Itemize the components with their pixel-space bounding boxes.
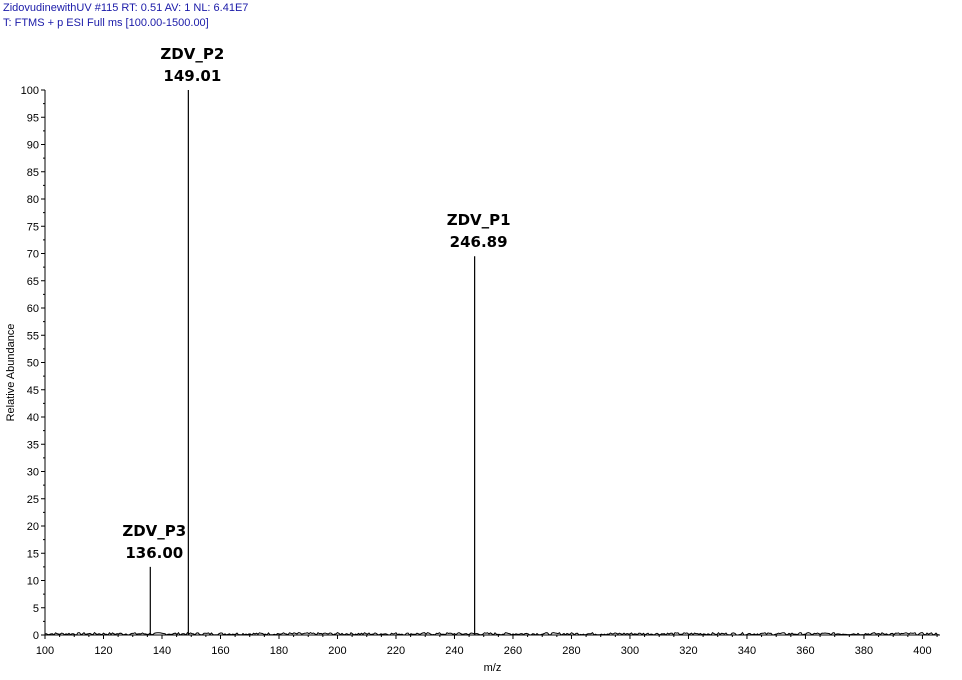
peaks: ZDV_P3 136.00 ZDV_P2 149.01 ZDV_P1 246.89: [122, 45, 511, 635]
x-tick-label: 120: [94, 645, 112, 657]
y-tick-label: 40: [27, 412, 39, 424]
y-tick-label: 0: [33, 630, 39, 642]
x-tick-label: 340: [738, 645, 756, 657]
y-tick-label: 70: [27, 249, 39, 261]
x-tick-label: 300: [621, 645, 639, 657]
peak-name-label: ZDV_P3: [122, 522, 186, 540]
x-tick-label: 320: [679, 645, 697, 657]
filter-info-text: T: FTMS + p ESI Full ms [100.00-1500.00]: [3, 17, 209, 29]
x-tick-label: 160: [211, 645, 229, 657]
x-tick-label: 180: [270, 645, 288, 657]
x-axis-title: m/z: [484, 662, 502, 674]
y-tick-label: 90: [27, 140, 39, 152]
scan-info-text: ZidovudinewithUV #115 RT: 0.51 AV: 1 NL:…: [3, 2, 249, 14]
y-tick-label: 10: [27, 576, 39, 588]
y-tick-label: 85: [27, 167, 39, 179]
x-tick-label: 100: [36, 645, 54, 657]
y-tick-label: 75: [27, 221, 39, 233]
y-tick-label: 100: [21, 85, 39, 97]
spectrum-header: ZidovudinewithUV #115 RT: 0.51 AV: 1 NL:…: [3, 1, 248, 31]
baseline-noise-trace: [44, 631, 939, 636]
x-tick-label: 260: [504, 645, 522, 657]
y-tick-label: 30: [27, 467, 39, 479]
peak-name-label: ZDV_P2: [160, 45, 224, 63]
y-tick-label: 35: [27, 439, 39, 451]
y-tick-label: 60: [27, 303, 39, 315]
y-tick-label: 5: [33, 603, 39, 615]
x-tick-label: 220: [387, 645, 405, 657]
x-tick-label: 200: [328, 645, 346, 657]
y-tick-label: 25: [27, 494, 39, 506]
y-tick-label: 65: [27, 276, 39, 288]
x-tick-label: 240: [445, 645, 463, 657]
y-axis-title: Relative Abundance: [5, 324, 17, 422]
peak-mz-label: 136.00: [125, 544, 183, 562]
x-tick-label: 140: [153, 645, 171, 657]
peak-mz-label: 246.89: [450, 233, 508, 251]
axes: 0 5 10 15 20 25 30 35 40 45 50 55 60 65 70 75 80 85 90 95 10…: [21, 85, 940, 657]
y-tick-label: 20: [27, 521, 39, 533]
y-tick-label: 95: [27, 112, 39, 124]
x-tick-label: 280: [562, 645, 580, 657]
baseline-noise: [44, 631, 939, 636]
peak-name-label: ZDV_P1: [447, 211, 511, 229]
x-tick-label: 400: [913, 645, 931, 657]
y-tick-label: 55: [27, 330, 39, 342]
y-tick-label: 50: [27, 358, 39, 370]
y-tick-label: 45: [27, 385, 39, 397]
y-tick-label: 15: [27, 548, 39, 560]
x-tick-label: 380: [855, 645, 873, 657]
peak-mz-label: 149.01: [163, 67, 221, 85]
y-tick-label: 80: [27, 194, 39, 206]
x-tick-label: 360: [796, 645, 814, 657]
